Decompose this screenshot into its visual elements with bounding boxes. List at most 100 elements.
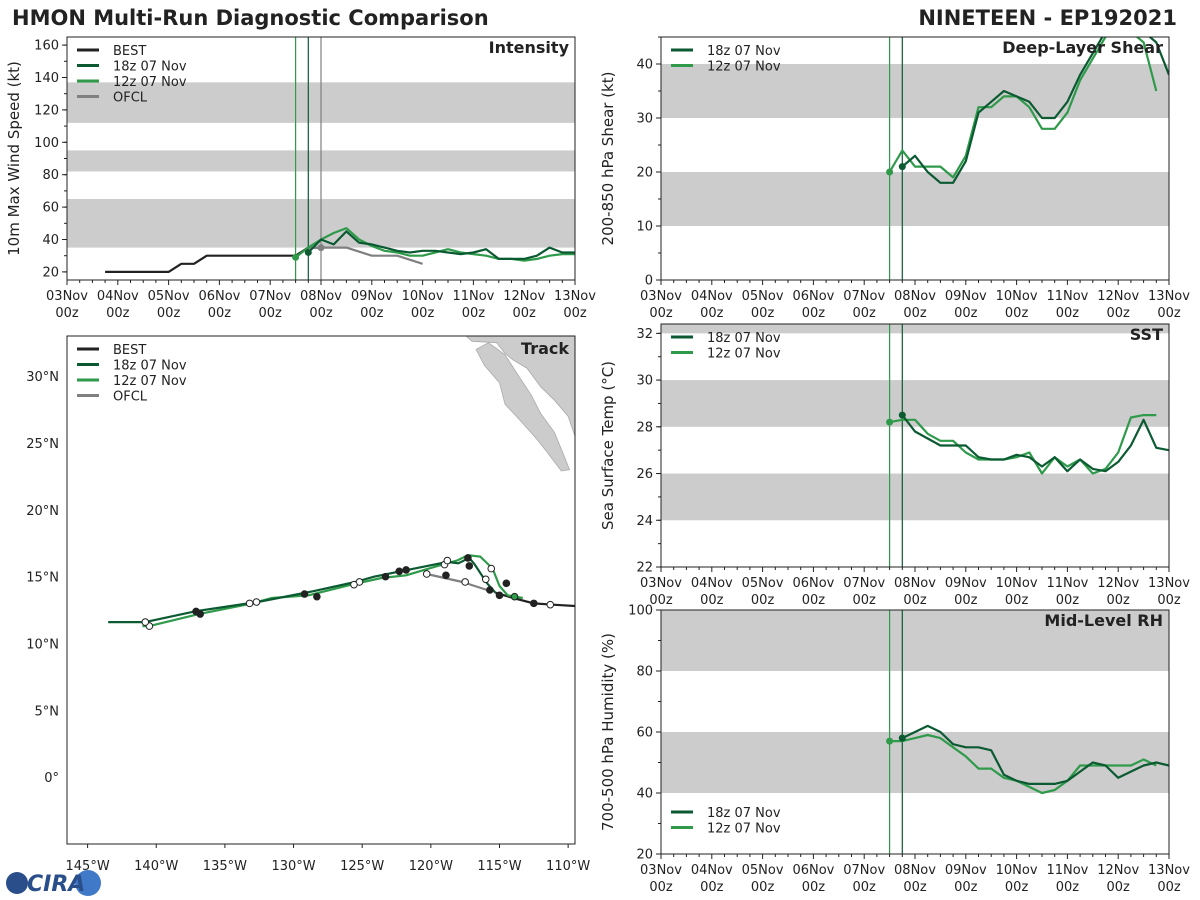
track-position-marker bbox=[442, 571, 450, 580]
intensity-init-dot-0 bbox=[292, 253, 300, 261]
cira-logo-text: CIRA bbox=[27, 872, 85, 897]
intensity-ytick-label: 140 bbox=[34, 71, 59, 86]
rh-series-group bbox=[889, 724, 1169, 795]
shear-xtick-hour: 00z bbox=[1005, 306, 1029, 321]
rh-ytick-label: 40 bbox=[636, 787, 653, 802]
intensity-legend-label: 12z 07 Nov bbox=[113, 75, 187, 90]
rh-ytick-label: 80 bbox=[636, 665, 653, 680]
shear-xtick-date: 12Nov bbox=[1097, 289, 1139, 304]
sst-xtick-date: 09Nov bbox=[945, 576, 987, 591]
track-position-marker bbox=[192, 607, 200, 616]
intensity-series-best bbox=[105, 246, 321, 273]
intensity-xtick-hour: 00z bbox=[513, 306, 537, 321]
intensity-init-dot-1 bbox=[304, 248, 312, 256]
intensity-ylabel: 10m Max Wind Speed (kt) bbox=[5, 61, 23, 256]
rh-xtick-date: 12Nov bbox=[1097, 863, 1139, 878]
track-position-marker bbox=[465, 562, 474, 570]
sst-ytick-label: 32 bbox=[636, 327, 653, 342]
rh-init-dot-0 bbox=[886, 737, 894, 745]
rh-series-18z-07-nov bbox=[901, 724, 1169, 786]
rh-ytick-label: 100 bbox=[628, 604, 653, 619]
intensity-ytick-label: 80 bbox=[42, 168, 59, 183]
track-position-marker bbox=[252, 598, 261, 606]
shear-xtick-date: 13Nov bbox=[1148, 289, 1190, 304]
track-legend-label: 18z 07 Nov bbox=[113, 359, 187, 374]
sst-xtick-date: 06Nov bbox=[792, 576, 834, 591]
rh-xtick-hour: 00z bbox=[903, 880, 927, 895]
shear-xtick-hour: 00z bbox=[751, 306, 775, 321]
track-position-marker bbox=[510, 592, 519, 601]
track-18z-07-nov bbox=[108, 556, 497, 624]
track-frame bbox=[66, 335, 576, 845]
track-position-marker bbox=[495, 591, 504, 600]
track-position-marker bbox=[402, 566, 410, 574]
rh-panel-title: Mid-Level RH bbox=[1044, 611, 1163, 630]
shear-series-18z-07-nov bbox=[901, 37, 1169, 184]
sst-xtick-date: 08Nov bbox=[894, 576, 936, 591]
intensity-xtick-hour: 00z bbox=[55, 306, 79, 321]
sst-band-0 bbox=[661, 473, 1169, 521]
track-position-marker bbox=[461, 578, 469, 586]
shear-xtick-hour: 00z bbox=[1107, 306, 1131, 321]
shear-ytick-label: 0 bbox=[645, 274, 653, 289]
sst-legend-label: 18z 07 Nov bbox=[707, 331, 781, 346]
sst-xtick-hour: 00z bbox=[802, 593, 826, 608]
sst-ytick-label: 24 bbox=[636, 514, 653, 529]
rh-xtick-date: 09Nov bbox=[945, 863, 987, 878]
intensity-ytick-label: 120 bbox=[34, 103, 59, 118]
rh-xtick-date: 05Nov bbox=[742, 863, 784, 878]
intensity-ytick-label: 40 bbox=[42, 233, 59, 248]
intensity-xtick-date: 10Nov bbox=[402, 289, 444, 304]
shear-panel-title: Deep-Layer Shear bbox=[1002, 38, 1163, 57]
sst-ytick-label: 22 bbox=[636, 561, 653, 576]
intensity-xtick-hour: 00z bbox=[563, 306, 587, 321]
rh-xtick-date: 13Nov bbox=[1148, 863, 1190, 878]
track-position-marker bbox=[350, 580, 358, 589]
track-ofcl bbox=[426, 572, 488, 592]
track-position-marker bbox=[464, 554, 472, 562]
intensity-xtick-hour: 00z bbox=[462, 306, 486, 321]
intensity-legend-label: BEST bbox=[113, 44, 146, 59]
track-lon-label: 110°W bbox=[546, 859, 590, 874]
land-baja-california bbox=[475, 342, 571, 472]
cira-swirl-icon bbox=[75, 870, 101, 896]
intensity-series-12z-07-nov bbox=[294, 227, 575, 262]
track-position-marker bbox=[443, 556, 452, 565]
rh-band-0 bbox=[661, 732, 1169, 793]
intensity-xtick-date: 08Nov bbox=[300, 289, 342, 304]
rh-ytick-label: 60 bbox=[636, 726, 653, 741]
rh-xtick-hour: 00z bbox=[1005, 880, 1029, 895]
sst-series-18z-07-nov bbox=[901, 414, 1169, 473]
intensity-ytick-label: 60 bbox=[42, 201, 59, 216]
rh-xtick-date: 07Nov bbox=[843, 863, 885, 878]
rh-xtick-hour: 00z bbox=[1056, 880, 1080, 895]
shear-legend-label: 18z 07 Nov bbox=[707, 44, 781, 59]
intensity-xtick-hour: 00z bbox=[106, 306, 130, 321]
rh-xtick-date: 03Nov bbox=[640, 863, 682, 878]
intensity-xtick-date: 11Nov bbox=[452, 289, 494, 304]
intensity-xtick-date: 04Nov bbox=[97, 289, 139, 304]
intensity-legend-label: OFCL bbox=[113, 91, 148, 106]
rh-band-1 bbox=[661, 610, 1169, 671]
track-panel-title: Track bbox=[521, 339, 569, 358]
track-position-marker bbox=[530, 599, 538, 608]
intensity-xtick-date: 12Nov bbox=[503, 289, 545, 304]
shear-xtick-hour: 00z bbox=[954, 306, 978, 321]
track-position-marker bbox=[245, 599, 254, 608]
sst-xtick-hour: 00z bbox=[700, 593, 724, 608]
rh-xtick-hour: 00z bbox=[1107, 880, 1131, 895]
shear-xtick-hour: 00z bbox=[853, 306, 877, 321]
rh-xtick-hour: 00z bbox=[1157, 880, 1181, 895]
track-legend-label: OFCL bbox=[113, 390, 148, 405]
sst-init-dot-1 bbox=[898, 411, 906, 419]
intensity-ytick-label: 160 bbox=[34, 39, 59, 54]
rh-ylabel: 700-500 hPa Humidity (%) bbox=[599, 633, 617, 831]
track-position-marker bbox=[486, 586, 494, 594]
intensity-xtick-hour: 00z bbox=[259, 306, 283, 321]
sst-panel: 22 24 26 28 30 32 03Nov 00z 04Nov 00z 05Nov 00z 06No… bbox=[599, 323, 1190, 608]
sst-xtick-hour: 00z bbox=[649, 593, 673, 608]
rh-legend-label: 12z 07 Nov bbox=[707, 822, 781, 837]
cira-globe-icon bbox=[6, 872, 28, 894]
track-lon-label: 140°W bbox=[134, 859, 178, 874]
shear-xtick-date: 09Nov bbox=[945, 289, 987, 304]
